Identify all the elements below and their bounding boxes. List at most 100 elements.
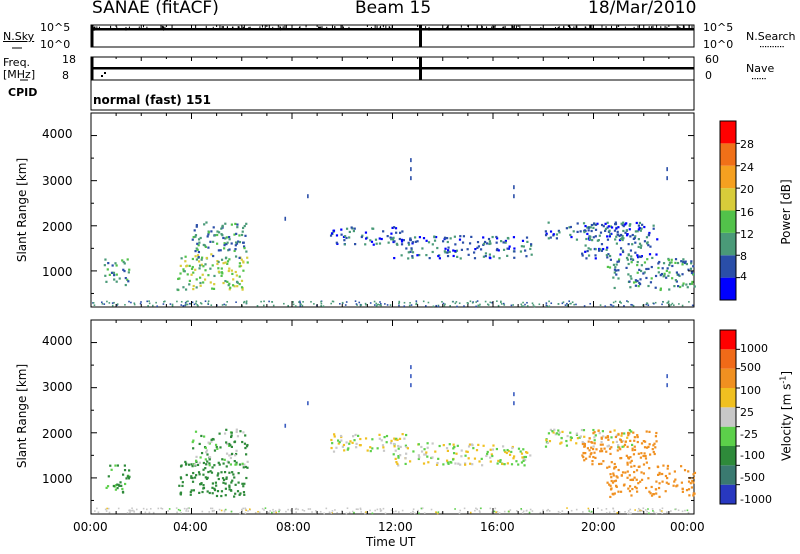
rti-cell bbox=[610, 226, 614, 229]
rti-cell bbox=[625, 229, 628, 232]
velocity-ytick-2000: 2000 bbox=[42, 427, 73, 441]
rti-cell bbox=[241, 462, 244, 465]
ground-scatter-cell bbox=[496, 300, 498, 302]
ground-scatter-cell bbox=[373, 304, 376, 306]
rti-cell bbox=[638, 281, 641, 285]
ground-scatter-cell bbox=[243, 301, 245, 304]
power-panel-colorbar-swatch bbox=[720, 188, 736, 211]
ground-scatter-cell bbox=[487, 303, 489, 306]
rti-cell bbox=[220, 267, 223, 270]
rti-cell bbox=[231, 272, 234, 276]
rti-cell bbox=[594, 254, 597, 257]
ground-scatter-cell bbox=[691, 304, 694, 307]
rti-cell bbox=[446, 461, 449, 464]
rti-cell bbox=[627, 253, 630, 256]
rti-cell bbox=[225, 476, 228, 479]
rti-cell bbox=[503, 463, 506, 466]
ground-scatter-cell bbox=[612, 305, 614, 307]
nsky-spike bbox=[376, 25, 378, 29]
rti-cell bbox=[220, 274, 223, 277]
ground-scatter-cell bbox=[162, 303, 165, 305]
rti-cell bbox=[629, 439, 632, 442]
rti-cell bbox=[405, 452, 408, 455]
rti-cell bbox=[394, 449, 397, 452]
rti-cell bbox=[220, 258, 224, 261]
nsky-spike bbox=[540, 26, 542, 31]
nsky-spike bbox=[94, 26, 96, 30]
rti-cell bbox=[623, 443, 627, 446]
rti-cell bbox=[606, 235, 609, 238]
nsky-spike bbox=[683, 25, 685, 30]
ground-scatter-cell bbox=[526, 301, 528, 304]
x-axis-label: Time UT bbox=[366, 535, 416, 549]
rti-cell bbox=[581, 454, 584, 457]
ground-scatter-cell bbox=[661, 512, 664, 514]
rti-cell bbox=[575, 433, 579, 437]
rti-cell bbox=[195, 474, 198, 477]
rti-cell bbox=[196, 254, 200, 257]
ground-scatter-cell bbox=[373, 300, 376, 303]
ground-scatter-cell bbox=[108, 302, 111, 304]
ground-scatter-cell bbox=[425, 305, 427, 307]
rti-cell bbox=[690, 271, 694, 275]
nsky-spike bbox=[298, 26, 300, 31]
ground-scatter-cell bbox=[531, 302, 534, 305]
rti-cell bbox=[233, 440, 236, 444]
ground-scatter-cell bbox=[629, 508, 632, 511]
rti-cell bbox=[592, 455, 595, 459]
rti-cell bbox=[522, 459, 525, 462]
rti-cell bbox=[611, 492, 614, 495]
rti-cell bbox=[613, 467, 616, 470]
rti-cell bbox=[525, 451, 528, 454]
rti-cell bbox=[110, 468, 113, 471]
rti-cell bbox=[447, 249, 450, 252]
rti-cell bbox=[684, 260, 687, 263]
ground-scatter-cell bbox=[417, 509, 419, 512]
rti-cell bbox=[184, 260, 187, 263]
ground-scatter-cell bbox=[548, 305, 551, 308]
rti-cell bbox=[523, 455, 526, 459]
rti-cell bbox=[474, 248, 477, 251]
rti-cell bbox=[689, 267, 693, 270]
rti-cell bbox=[225, 242, 228, 246]
beam-label: Beam 15 bbox=[355, 0, 432, 18]
ground-scatter-cell bbox=[261, 507, 264, 510]
rti-cell bbox=[614, 238, 617, 241]
ground-scatter-cell bbox=[491, 301, 493, 304]
rti-cell bbox=[634, 251, 637, 254]
rti-cell bbox=[670, 261, 673, 264]
rti-cell bbox=[654, 274, 658, 278]
ground-scatter-cell bbox=[260, 300, 262, 303]
ground-scatter-cell bbox=[678, 303, 680, 305]
rti-cell bbox=[380, 237, 383, 241]
rti-cell bbox=[230, 445, 233, 449]
ground-scatter-cell bbox=[379, 509, 382, 512]
rti-cell bbox=[591, 447, 595, 451]
rti-cell bbox=[607, 438, 610, 441]
rti-cell bbox=[512, 455, 516, 458]
nsky-spike bbox=[679, 26, 681, 30]
rti-cell bbox=[213, 488, 217, 492]
rti-cell bbox=[216, 474, 219, 477]
nsky-spike bbox=[370, 26, 372, 31]
ground-scatter-cell bbox=[619, 301, 621, 303]
rti-cell bbox=[586, 447, 590, 450]
ground-scatter-cell bbox=[151, 304, 154, 307]
ground-scatter-cell bbox=[295, 511, 297, 513]
ground-scatter-cell bbox=[129, 511, 131, 513]
rti-cell bbox=[687, 470, 690, 473]
rti-cell bbox=[223, 432, 227, 435]
rti-cell bbox=[243, 247, 246, 250]
nsky-spike bbox=[219, 25, 221, 29]
ground-scatter-cell bbox=[180, 512, 182, 514]
rti-cell bbox=[204, 446, 207, 450]
ground-scatter-cell bbox=[167, 510, 170, 512]
rti-cell bbox=[471, 463, 474, 466]
rti-cell bbox=[506, 236, 509, 240]
ground-scatter-cell bbox=[410, 512, 412, 514]
ground-scatter-cell bbox=[364, 512, 366, 515]
rti-cell bbox=[513, 247, 516, 250]
rti-cell bbox=[243, 442, 247, 445]
nave-dot bbox=[762, 78, 764, 80]
ground-scatter-cell bbox=[278, 508, 281, 511]
